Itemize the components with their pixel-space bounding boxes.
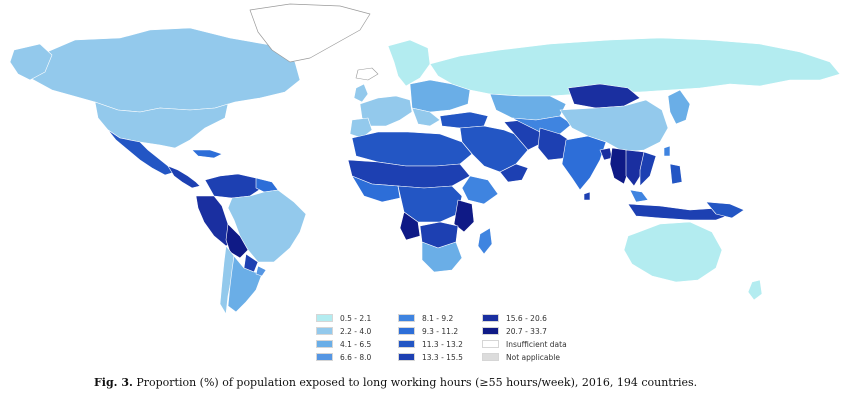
- legend-item: Insufficient data: [482, 339, 567, 349]
- map-legend: 0.5 - 2.1 2.2 - 4.0 4.1 - 6.5 6.6 - 8.0 …: [312, 312, 592, 364]
- sri-lanka: [583, 191, 591, 201]
- scandinavia: [387, 39, 431, 87]
- canada: [17, 27, 301, 113]
- legend-item: 13.3 - 15.5: [398, 352, 463, 362]
- southern-africa: [421, 241, 463, 273]
- legend-swatch: [316, 340, 333, 348]
- usa: [94, 101, 229, 149]
- legend-swatch: [316, 327, 333, 335]
- legend-swatch: [482, 314, 499, 322]
- legend-swatch: [398, 353, 415, 361]
- uruguay: [255, 265, 267, 277]
- legend-swatch: [398, 340, 415, 348]
- legend-label: 13.3 - 15.5: [422, 352, 463, 362]
- legend-label: 4.1 - 6.5: [340, 339, 372, 349]
- legend-label: Insufficient data: [506, 339, 567, 349]
- vietnam-cambodia: [639, 151, 657, 187]
- arabian-gulf: [499, 163, 529, 183]
- iceland: [355, 67, 379, 81]
- legend-label: 2.2 - 4.0: [340, 326, 372, 336]
- turkey: [439, 111, 489, 129]
- west-africa-coast: [351, 175, 401, 203]
- legend-label: 0.5 - 2.1: [340, 313, 372, 323]
- iberia: [349, 117, 373, 139]
- legend-item: 9.3 - 11.2: [398, 326, 458, 336]
- russia: [429, 37, 841, 97]
- legend-swatch: [482, 340, 499, 348]
- legend-swatch: [316, 353, 333, 361]
- legend-label: 9.3 - 11.2: [422, 326, 459, 336]
- legend-item: 15.6 - 20.6: [482, 313, 547, 323]
- korea-japan: [667, 89, 691, 125]
- figure-caption-text: Proportion (%) of population exposed to …: [136, 376, 698, 389]
- india: [561, 135, 607, 191]
- mongolia: [567, 83, 641, 109]
- thailand-laos: [625, 149, 645, 187]
- bolivia: [225, 223, 249, 259]
- alaska: [9, 43, 53, 81]
- legend-label: 15.6 - 20.6: [506, 313, 547, 323]
- world-choropleth-map: [9, 3, 841, 315]
- papua: [705, 201, 745, 219]
- greenland: [249, 3, 371, 63]
- balkans: [411, 107, 441, 127]
- bangladesh: [599, 147, 613, 161]
- congo: [399, 211, 421, 241]
- legend-label: 6.6 - 8.0: [340, 352, 372, 362]
- legend-item: Not applicable: [482, 352, 560, 362]
- central-america: [167, 165, 201, 189]
- figure-caption: Fig. 3. Proportion (%) of population exp…: [94, 376, 794, 389]
- legend-swatch: [482, 353, 499, 361]
- legend-item: 2.2 - 4.0: [316, 326, 371, 336]
- legend-item: 4.1 - 6.5: [316, 339, 371, 349]
- caribbean: [191, 149, 223, 159]
- new-zealand: [747, 279, 763, 301]
- legend-swatch: [398, 327, 415, 335]
- philippines: [669, 163, 683, 185]
- australia: [623, 221, 723, 283]
- horn-of-africa: [461, 175, 499, 205]
- taiwan: [663, 145, 671, 157]
- north-africa: [351, 131, 473, 167]
- guianas: [255, 177, 279, 193]
- indonesia: [627, 203, 733, 221]
- brazil: [227, 189, 307, 263]
- legend-label: 8.1 - 9.2: [422, 313, 454, 323]
- legend-item: 6.6 - 8.0: [316, 352, 371, 362]
- legend-item: 11.3 - 13.2: [398, 339, 463, 349]
- figure-number: Fig. 3.: [94, 376, 133, 389]
- legend-label: Not applicable: [506, 352, 560, 362]
- legend-item: 0.5 - 2.1: [316, 313, 371, 323]
- madagascar: [477, 227, 493, 255]
- kazakhstan: [489, 93, 567, 121]
- legend-label: 11.3 - 13.2: [422, 339, 463, 349]
- china: [559, 99, 669, 153]
- argentina: [227, 255, 263, 313]
- legend-swatch: [482, 327, 499, 335]
- legend-swatch: [398, 314, 415, 322]
- legend-item: 20.7 - 33.7: [482, 326, 547, 336]
- colombia-venezuela: [204, 173, 263, 199]
- legend-item: 8.1 - 9.2: [398, 313, 453, 323]
- legend-swatch: [316, 314, 333, 322]
- central-asia: [511, 115, 573, 135]
- malaysia: [629, 189, 649, 203]
- uk-ireland: [353, 83, 369, 103]
- legend-label: 20.7 - 33.7: [506, 326, 547, 336]
- east-africa: [453, 199, 475, 233]
